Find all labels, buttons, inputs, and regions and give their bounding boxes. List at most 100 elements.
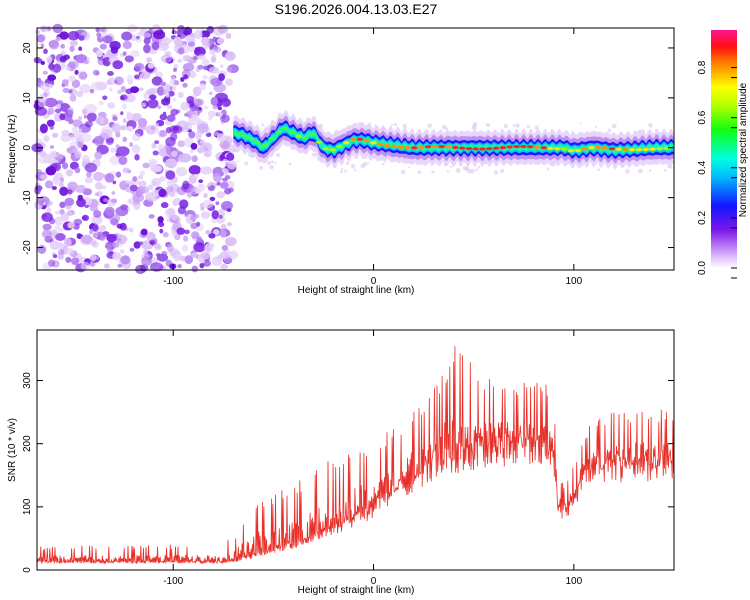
noise-speck: [266, 161, 271, 166]
noise-blob: [94, 151, 103, 160]
spectrogram-xtick-label: -100: [163, 276, 183, 287]
noise-blob: [210, 56, 217, 63]
ridge-peak: [275, 130, 282, 134]
noise-blob: [158, 188, 167, 197]
noise-blob: [106, 79, 112, 86]
noise-blob: [69, 94, 77, 102]
noise-blob: [166, 114, 176, 122]
noise-speck: [393, 123, 398, 127]
spectrogram-xtick-label: 100: [565, 276, 582, 287]
noise-speck: [381, 162, 385, 166]
noise-blob: [220, 114, 230, 123]
noise-blob: [153, 243, 161, 249]
noise-blob: [182, 244, 189, 252]
noise-speck: [455, 168, 461, 173]
noise-blob: [207, 110, 217, 117]
noise-blob: [159, 113, 168, 121]
noise-blob: [182, 26, 193, 36]
noise-blob: [72, 89, 78, 96]
noise-blob: [120, 85, 127, 93]
noise-blob: [83, 60, 89, 65]
noise-speck: [271, 160, 274, 164]
noise-blob: [95, 116, 105, 125]
noise-blob: [177, 154, 188, 163]
noise-blob: [43, 201, 46, 206]
noise-blob: [82, 155, 90, 163]
noise-blob: [78, 132, 92, 143]
noise-blob: [171, 86, 177, 91]
noise-blob: [196, 221, 201, 227]
noise-blob: [119, 249, 125, 254]
noise-blob: [66, 189, 73, 195]
noise-blob: [213, 131, 220, 136]
noise-blob: [48, 39, 60, 50]
ridge-peak: [288, 130, 295, 134]
noise-blob: [167, 90, 175, 97]
noise-blob: [41, 212, 53, 223]
noise-blob: [58, 249, 65, 255]
noise-blob: [224, 51, 236, 61]
noise-blob: [191, 252, 197, 258]
noise-blob: [123, 51, 127, 56]
noise-blob: [78, 128, 83, 133]
noise-blob: [169, 38, 174, 43]
ridge-peak: [356, 137, 364, 141]
noise-blob: [209, 49, 216, 55]
noise-speck: [365, 156, 368, 159]
noise-blob: [151, 76, 163, 86]
noise-blob: [46, 207, 52, 213]
noise-blob: [74, 167, 81, 174]
noise-blob: [79, 84, 91, 94]
noise-blob: [42, 70, 48, 75]
noise-blob: [55, 210, 60, 215]
noise-blob: [180, 255, 186, 262]
noise-blob: [93, 171, 104, 182]
noise-blob: [46, 200, 53, 206]
noise-blob: [165, 92, 170, 98]
noise-speck: [340, 168, 344, 171]
noise-blob: [92, 224, 99, 232]
noise-speck: [244, 161, 249, 166]
noise-blob: [192, 173, 199, 179]
noise-blob: [208, 66, 219, 74]
noise-blob: [134, 154, 140, 161]
noise-blob: [224, 175, 231, 180]
noise-blob: [204, 245, 211, 252]
noise-blob: [164, 208, 176, 217]
noise-speck: [503, 123, 508, 128]
colorbar-label: Normalized spectral amplitude: [738, 82, 749, 217]
noise-blob: [52, 176, 60, 185]
noise-blob: [78, 116, 82, 121]
ridge-peak: [622, 147, 629, 151]
ridge-peak: [595, 145, 602, 149]
noise-blob: [132, 132, 141, 142]
noise-blob: [39, 123, 48, 134]
noise-blob: [143, 249, 148, 255]
noise-blob: [226, 160, 237, 170]
noise-blob: [91, 215, 103, 225]
noise-blob: [59, 31, 69, 40]
noise-blob: [162, 232, 169, 238]
noise-blob: [166, 105, 173, 110]
noise-blob: [168, 79, 176, 88]
noise-speck: [579, 122, 582, 125]
noise-blob: [212, 36, 217, 42]
ridge-peak: [377, 142, 384, 146]
snr-series-line: [36, 346, 674, 565]
noise-blob: [146, 57, 153, 63]
noise-blob: [182, 62, 195, 72]
noise-speck: [597, 168, 600, 172]
noise-blob: [37, 245, 47, 254]
noise-blob: [102, 95, 108, 101]
noise-blob: [55, 104, 62, 109]
noise-blob: [177, 47, 185, 55]
ridge-peak: [479, 147, 486, 151]
noise-blob: [37, 154, 52, 164]
noise-blob: [187, 41, 196, 47]
ridge-peak: [574, 148, 581, 153]
ridge-peak: [547, 146, 554, 150]
noise-blob: [40, 61, 45, 65]
spectrogram-xtick-label: 0: [371, 276, 377, 287]
noise-speck: [648, 169, 652, 172]
